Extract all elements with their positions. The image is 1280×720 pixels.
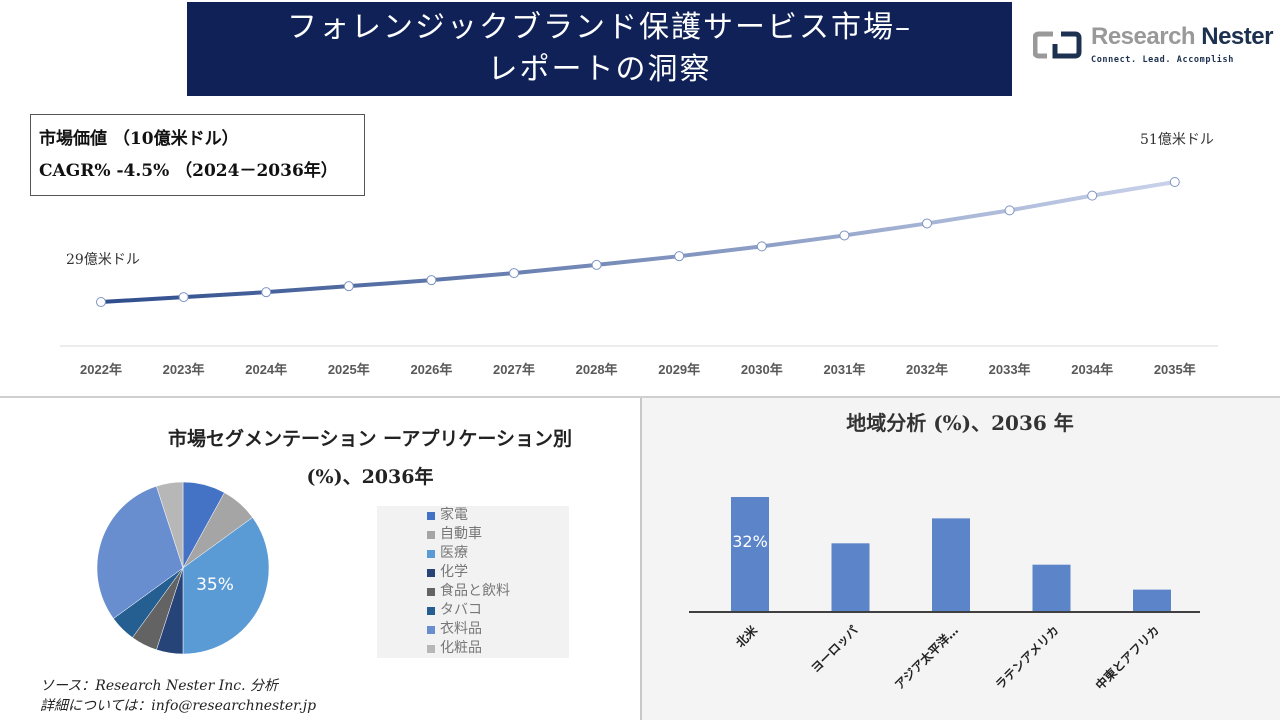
legend-label: 自動車: [440, 526, 482, 542]
x-tick-label: 2031年: [823, 362, 865, 377]
series-line: [100, 180, 1176, 304]
title-line-2: レポートの洞察: [487, 52, 712, 87]
x-tick-label: 中東とアフリカ: [1092, 623, 1162, 693]
legend-item: 食品と飲料: [427, 582, 569, 601]
pie-chart-title: 市場セグメンテーション ーアプリケーション別 (%)、2036年: [130, 420, 610, 496]
bar-data-label: 32%: [732, 532, 768, 551]
legend-swatch: [427, 511, 435, 520]
data-point: [1004, 205, 1015, 216]
legend-swatch: [427, 549, 435, 558]
data-point: [261, 287, 272, 298]
legend-item: タバコ: [427, 601, 569, 620]
legend-label: タバコ: [440, 602, 482, 618]
x-tick-label: 2024年: [245, 362, 287, 377]
x-tick-label: アジア太平洋…: [891, 623, 961, 693]
bar: [1133, 589, 1171, 611]
x-tick-label: 2035年: [1154, 362, 1196, 377]
market-info-box: 市場価値 （10億米ドル） CAGR% -4.5% （2024－2036年）: [30, 114, 365, 196]
market-value-label: 市場価値 （10億米ドル）: [39, 129, 239, 149]
legend-label: 医療: [440, 545, 468, 561]
legend-swatch: [427, 606, 435, 615]
bar: [731, 497, 769, 611]
x-tick-label: 2026年: [410, 362, 452, 377]
legend-label: 家電: [440, 507, 468, 523]
bar: [1032, 564, 1071, 611]
legend-swatch: [427, 625, 435, 634]
logo-name-1: Research: [1091, 23, 1196, 50]
legend-item: 家電: [427, 506, 569, 525]
logo-mark-icon: [1033, 31, 1082, 59]
data-point: [1169, 177, 1180, 187]
data-point: [178, 292, 189, 303]
legend-label: 化学: [440, 564, 468, 580]
bar-chart-title: 地域分析 (%)、2036 年: [846, 411, 1074, 435]
data-point: [343, 281, 354, 292]
title-line-1: フォレンジックブランド保護サービス市場–: [287, 10, 912, 45]
data-point: [591, 259, 602, 270]
legend-label: 衣料品: [440, 621, 482, 637]
application-pie-chart: 35%: [96, 481, 270, 655]
pie-data-label: 35%: [196, 575, 234, 595]
data-point: [756, 241, 767, 252]
pie-slice: [156, 481, 184, 569]
pie-title-line-2: (%)、2036年: [306, 466, 434, 488]
x-tick-label: 2027年: [493, 362, 535, 377]
section-divider: [0, 396, 1280, 398]
research-nester-logo: Research Nester Connect. Lead. Accomplis…: [1033, 24, 1273, 72]
x-tick-label: 2023年: [163, 362, 205, 377]
legend-item: 衣料品: [427, 620, 569, 639]
data-point: [839, 230, 850, 241]
x-tick-label: ヨーロッパ: [808, 623, 860, 675]
x-tick-label: 北米: [733, 622, 761, 650]
first-value-label: 29億米ドル: [66, 252, 140, 268]
page-title: フォレンジックブランド保護サービス市場– レポートの洞察: [187, 2, 1012, 96]
x-tick-label: 2022年: [80, 362, 122, 377]
source-note: ソース：Research Nester Inc. 分析 詳細については：info…: [40, 676, 316, 716]
pie-title-line-1: 市場セグメンテーション ーアプリケーション別: [167, 428, 573, 450]
x-tick-label: 2025年: [328, 362, 370, 377]
x-tick-label: 2030年: [741, 362, 783, 377]
legend-swatch: [427, 644, 435, 653]
data-point: [674, 251, 685, 262]
legend-swatch: [427, 587, 435, 596]
data-point: [96, 297, 106, 307]
cagr-label: CAGR% -4.5% （2024－2036年）: [39, 161, 338, 181]
logo-tagline: Connect. Lead. Accomplish: [1091, 55, 1234, 65]
legend-label: 化粧品: [440, 640, 482, 656]
logo-name-2: Nester: [1201, 23, 1273, 50]
legend-item: 化粧品: [427, 639, 569, 658]
x-tick-label: 2032年: [906, 362, 948, 377]
contact-line: 詳細については：info@researchnester.jp: [40, 698, 317, 714]
legend-item: 医療: [427, 544, 569, 563]
legend-label: 食品と飲料: [440, 583, 510, 599]
bar: [831, 543, 870, 611]
x-tick-label: ラテンアメリカ: [993, 623, 1062, 692]
pie-slice: [182, 517, 270, 655]
legend-item: 自動車: [427, 525, 569, 544]
data-point: [509, 268, 519, 279]
x-tick-label: 2033年: [989, 362, 1031, 377]
data-point: [426, 275, 437, 286]
last-value-label: 51億米ドル: [1140, 132, 1214, 148]
legend-swatch: [427, 530, 435, 539]
legend-item: 化学: [427, 563, 569, 582]
pie-slice: [96, 485, 184, 619]
data-point: [1087, 190, 1098, 201]
pie-legend: 家電自動車医療化学食品と飲料タバコ衣料品化粧品: [377, 506, 569, 658]
source-line: ソース：Research Nester Inc. 分析: [40, 678, 279, 694]
x-tick-label: 2034年: [1071, 362, 1113, 377]
bar: [932, 518, 970, 611]
x-tick-label: 2028年: [576, 362, 618, 377]
market-line-chart: 2022年 2023年 2024年 2025年 2026年 2027年 2028年 2029年…: [60, 132, 1218, 377]
x-tick-label: 2029年: [658, 362, 700, 377]
data-point: [922, 218, 932, 229]
legend-swatch: [427, 568, 435, 577]
